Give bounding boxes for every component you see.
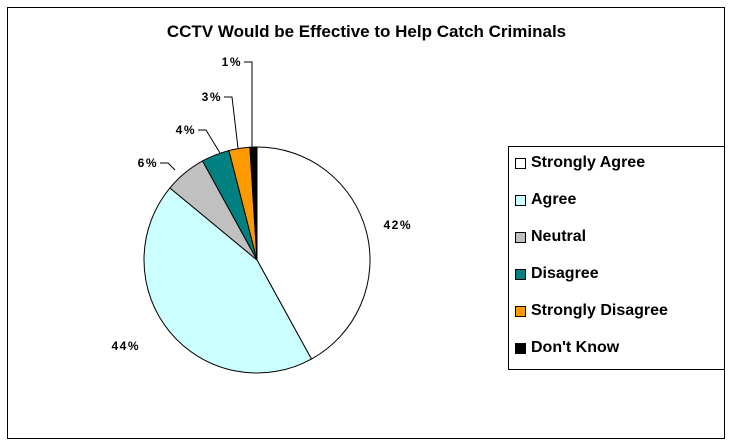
legend-label-neutral: Neutral: [531, 228, 587, 245]
legend-swatch-neutral: [515, 231, 526, 243]
pie-slices: [143, 146, 371, 374]
legend-swatch-agree: [515, 194, 526, 206]
slice-labels: 42% 44% 6% 4% 3% 1%: [111, 55, 412, 353]
legend-label-strongly-disagree: Strongly Disagree: [531, 302, 668, 319]
legend-swatch-don-t-know: [515, 342, 526, 354]
legend-item-strongly-disagree: Strongly Disagree: [515, 301, 668, 321]
leader-line-disagree: [198, 129, 221, 154]
chart-title: CCTV Would be Effective to Help Catch Cr…: [166, 22, 567, 41]
legend-item-strongly-agree: Strongly Agree: [515, 153, 645, 173]
legend: Strongly Agree Agree Neutral Disagree Strong…: [508, 146, 725, 370]
slice-label-agree: 44%: [111, 339, 140, 353]
legend-item-don-t-know: Don't Know: [515, 338, 619, 358]
slice-label-neutral: 6%: [138, 156, 158, 170]
pie-slice-don-t-know: [249, 146, 258, 261]
leader-line-strongly-disagree: [224, 96, 239, 149]
leader-line-don-t-know: [244, 61, 253, 147]
leader-line-neutral: [160, 162, 176, 171]
legend-label-agree: Agree: [531, 191, 577, 208]
legend-item-neutral: Neutral: [515, 227, 586, 247]
slice-label-strongly-agree: 42%: [383, 218, 412, 232]
legend-item-agree: Agree: [515, 190, 576, 210]
legend-item-disagree: Disagree: [515, 264, 599, 284]
slice-label-disagree: 4%: [176, 123, 196, 137]
slice-label-don-t-know: 1%: [222, 55, 242, 69]
legend-swatch-disagree: [515, 268, 526, 280]
pie-slice-agree: [143, 187, 313, 374]
legend-label-strongly-agree: Strongly Agree: [531, 154, 646, 171]
legend-label-don-t-know: Don't Know: [531, 339, 620, 356]
slice-label-strongly-disagree: 3%: [202, 90, 222, 104]
leader-lines: [160, 61, 253, 171]
legend-swatch-strongly-agree: [515, 157, 526, 169]
legend-swatch-strongly-disagree: [515, 305, 526, 317]
legend-label-disagree: Disagree: [531, 265, 599, 282]
pie-slice-strongly-agree: [256, 146, 371, 360]
